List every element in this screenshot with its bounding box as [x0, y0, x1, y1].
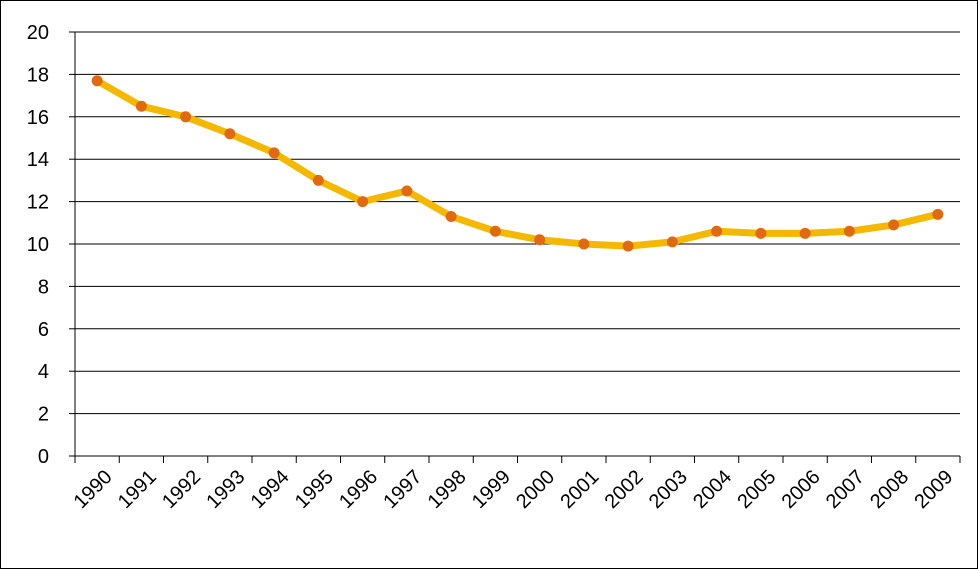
marker	[180, 111, 192, 123]
y-tick-label: 16	[27, 107, 49, 129]
marker	[489, 225, 501, 237]
marker	[401, 185, 413, 197]
marker	[666, 236, 678, 248]
marker	[135, 100, 147, 112]
y-tick-label: 18	[27, 64, 49, 86]
y-tick-label: 2	[38, 404, 49, 426]
marker	[799, 227, 811, 239]
marker	[357, 196, 369, 208]
marker	[932, 208, 944, 220]
marker	[312, 174, 324, 186]
y-tick-label: 20	[27, 22, 49, 44]
data-line	[95, 77, 939, 250]
y-tick-label: 10	[27, 234, 49, 256]
y-tick-label: 4	[38, 361, 49, 383]
marker	[268, 147, 280, 159]
marker	[711, 225, 723, 237]
marker	[91, 75, 103, 87]
marker	[622, 240, 634, 252]
marker	[578, 238, 590, 250]
y-tick-label: 12	[27, 192, 49, 214]
y-tick-label: 8	[38, 276, 49, 298]
y-tick-label: 6	[38, 319, 49, 341]
marker	[445, 210, 457, 222]
marker	[534, 234, 546, 246]
marker	[755, 227, 767, 239]
marker	[888, 219, 900, 231]
marker	[224, 128, 236, 140]
marker	[843, 225, 855, 237]
y-tick-label: 14	[27, 149, 49, 171]
y-tick-label: 0	[38, 446, 49, 468]
